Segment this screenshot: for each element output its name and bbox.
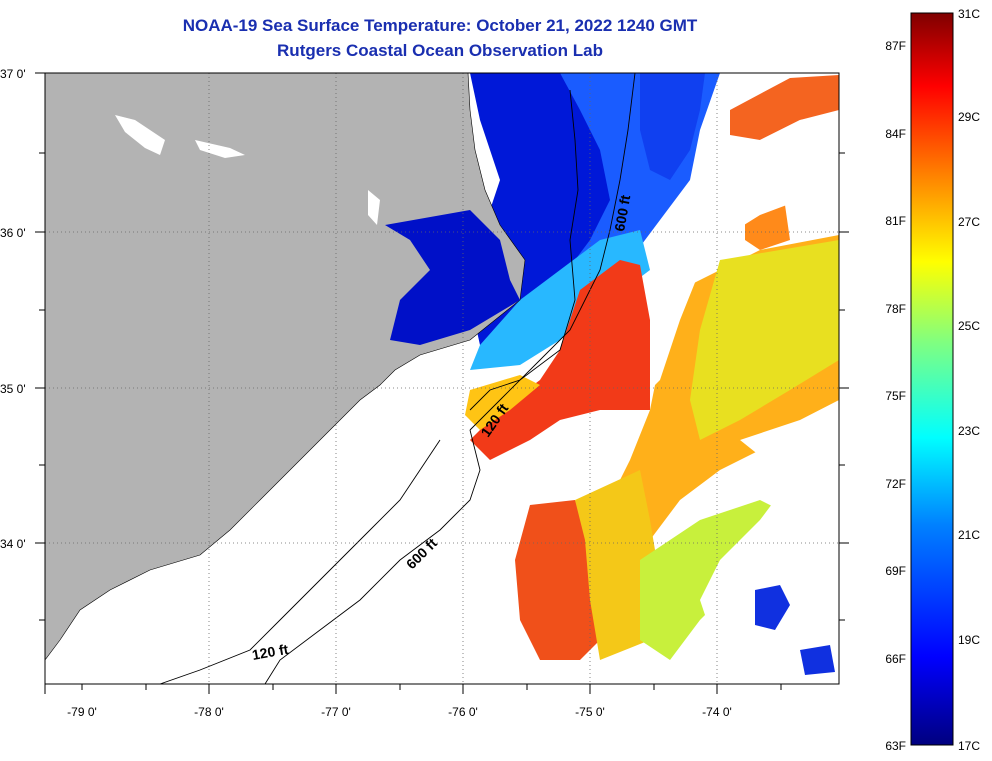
cbar-f-75: 75F: [885, 389, 906, 403]
cbar-f-63: 63F: [885, 739, 906, 753]
cbar-c-29: 29C: [958, 110, 980, 124]
lon-label-75: -75 0': [575, 705, 605, 719]
lat-label-36: 36 0': [0, 226, 26, 240]
isobath-600-south: [264, 429, 481, 684]
cbar-c-31: 31C: [958, 7, 980, 21]
southern-yellow-water: [575, 470, 660, 660]
isobath-120-south: [159, 439, 441, 684]
northeast-warm-patch: [730, 75, 839, 140]
cbar-f-69: 69F: [885, 564, 906, 578]
cloud-mask-southeast: [700, 400, 839, 684]
map-border: [44, 72, 840, 685]
gulf-stream-core: [470, 260, 650, 460]
colorbar-ramp: [910, 12, 954, 746]
sst-field: [45, 73, 839, 684]
map-subtitle: Rutgers Coastal Ocean Observation Lab: [277, 41, 603, 60]
cbar-f-72: 72F: [885, 477, 906, 491]
lat-label-34: 34 0': [0, 537, 26, 551]
lat-label-35: 35 0': [0, 382, 26, 396]
map-title: NOAA-19 Sea Surface Temperature: October…: [182, 16, 698, 35]
cbar-c-25: 25C: [958, 319, 980, 333]
cyan-transition: [470, 230, 650, 370]
cbar-f-84: 84F: [885, 127, 906, 141]
lat-label-37: 37 0': [0, 67, 26, 81]
cbar-f-66: 66F: [885, 652, 906, 666]
lon-label-77: -77 0': [321, 705, 351, 719]
offshore-yellow-band: [690, 240, 839, 440]
graticule: [45, 73, 839, 684]
contour-label-600-north: 600 ft: [611, 193, 633, 232]
axis-ticks: [35, 72, 849, 694]
cbar-f-81: 81F: [885, 214, 906, 228]
isobath-120-mid: [469, 89, 579, 411]
colorbar: 87F 84F 81F 78F 75F 72F 69F 66F 63F 31C …: [885, 7, 980, 753]
cbar-c-21: 21C: [958, 528, 980, 542]
cbar-c-17: 17C: [958, 739, 980, 753]
cbar-c-19: 19C: [958, 633, 980, 647]
land-mass: [45, 73, 526, 661]
cbar-c-27: 27C: [958, 215, 980, 229]
cbar-f-87: 87F: [885, 39, 906, 53]
inland-lakes: [115, 115, 380, 225]
isobath-lines: [159, 73, 636, 684]
southern-warm-eddy: [515, 500, 600, 660]
cbar-c-23: 23C: [958, 424, 980, 438]
cbar-f-78: 78F: [885, 302, 906, 316]
lon-label-78: -78 0': [194, 705, 224, 719]
southeast-blue-spots: [755, 585, 835, 675]
contour-label-120-south: 120 ft: [251, 641, 290, 663]
pamlico-sound: [385, 210, 520, 345]
lon-label-79: -79 0': [67, 705, 97, 719]
northeast-blue-water: [640, 73, 705, 180]
cloud-mask-east: [650, 115, 839, 390]
lon-label-76: -76 0': [448, 705, 478, 719]
lon-label-74: -74 0': [702, 705, 732, 719]
